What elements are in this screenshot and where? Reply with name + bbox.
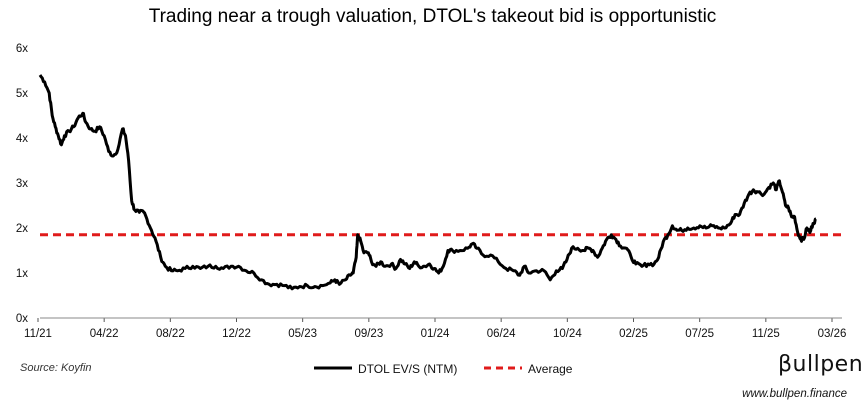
- bullpen-logo: βullpen: [778, 352, 864, 377]
- x-tick-label: 08/22: [156, 328, 185, 340]
- x-tick-label: 11/21: [24, 328, 52, 340]
- x-tick-label: 01/24: [421, 328, 450, 340]
- y-tick-label: 2x: [16, 223, 28, 235]
- y-tick-label: 3x: [16, 178, 28, 190]
- x-tick-label: 12/22: [222, 328, 251, 340]
- y-tick-label: 6x: [16, 43, 28, 55]
- x-tick-label: 04/22: [90, 328, 119, 340]
- y-axis-ticks: 0x 1x 2x 3x 4x 5x 6x: [16, 43, 28, 325]
- chart-title: Trading near a trough valuation, DTOL's …: [148, 6, 717, 27]
- source-note: Source: Koyfin: [20, 362, 92, 374]
- x-tick-label: 03/26: [818, 328, 847, 340]
- legend-label-dtol: DTOL EV/S (NTM): [358, 362, 458, 376]
- x-tick-label: 09/23: [354, 328, 383, 340]
- x-tick-label: 07/25: [685, 328, 714, 340]
- dtol-ev-s-line: [38, 74, 817, 291]
- x-tick-label: 02/25: [619, 328, 648, 340]
- x-tick-label: 11/25: [752, 328, 780, 340]
- y-tick-label: 5x: [16, 88, 28, 100]
- y-tick-label: 0x: [16, 313, 28, 325]
- x-axis-ticks: 11/21 04/22 08/22 12/22 05/23 09/23 01/24 06/24…: [24, 318, 846, 340]
- website-link[interactable]: www.bullpen.finance: [742, 388, 847, 400]
- x-tick-label: 06/24: [487, 328, 516, 340]
- x-tick-label: 10/24: [553, 328, 582, 340]
- legend-label-average: Average: [528, 362, 573, 376]
- x-tick-label: 05/23: [288, 328, 317, 340]
- y-tick-label: 1x: [16, 268, 28, 280]
- y-tick-label: 4x: [16, 133, 28, 145]
